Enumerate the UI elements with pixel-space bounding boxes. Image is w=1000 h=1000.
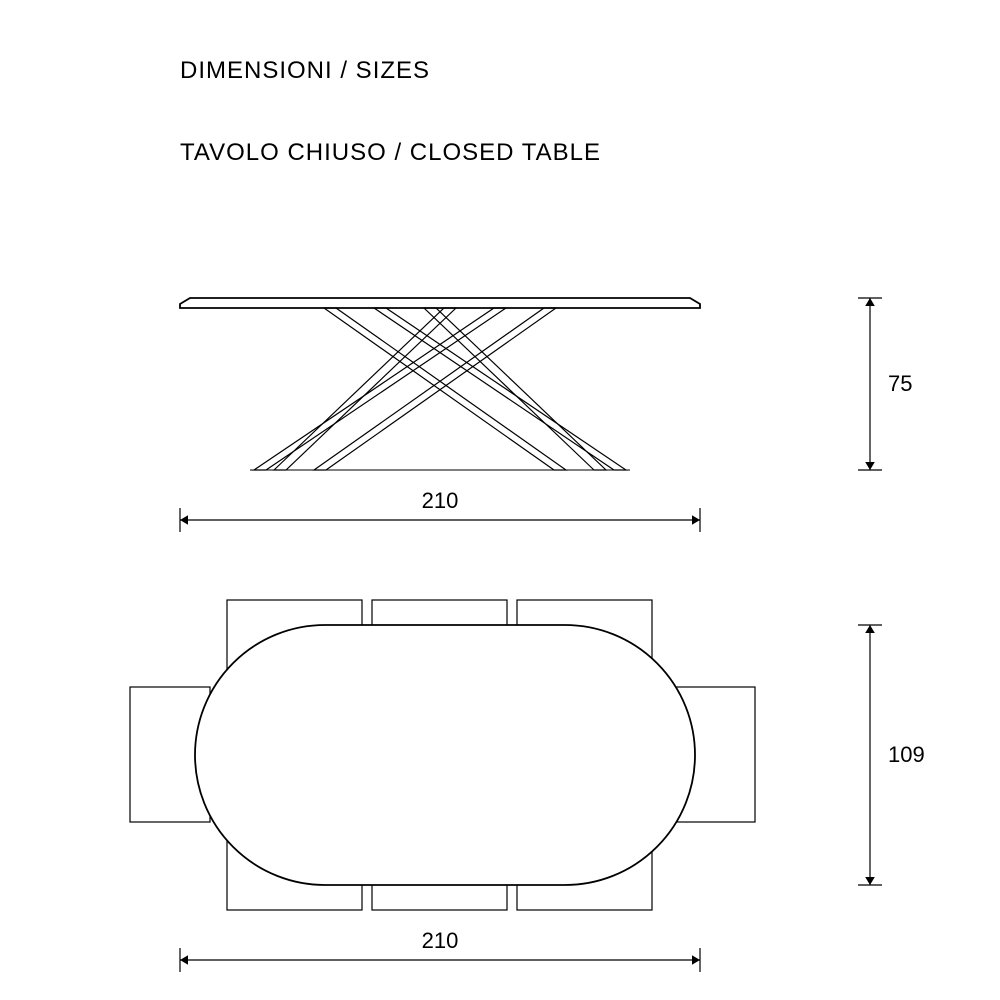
table-top-plan (195, 625, 695, 885)
arrowhead (180, 955, 188, 965)
arrowhead (865, 298, 875, 306)
table-leg (254, 308, 506, 470)
dim-depth-top: 109 (888, 742, 925, 767)
arrowhead (180, 515, 188, 525)
heading-closed-table: TAVOLO CHIUSO / CLOSED TABLE (180, 139, 601, 166)
table-top-side (180, 298, 700, 308)
table-leg (374, 308, 626, 470)
arrowhead (865, 877, 875, 885)
arrowhead (865, 462, 875, 470)
arrowhead (692, 515, 700, 525)
dim-height-side: 75 (888, 371, 912, 396)
dim-width-top: 210 (422, 928, 459, 953)
heading-sizes: DIMENSIONI / SIZES (180, 57, 430, 84)
dim-width-side: 210 (422, 488, 459, 513)
arrowhead (692, 955, 700, 965)
arrowhead (865, 625, 875, 633)
